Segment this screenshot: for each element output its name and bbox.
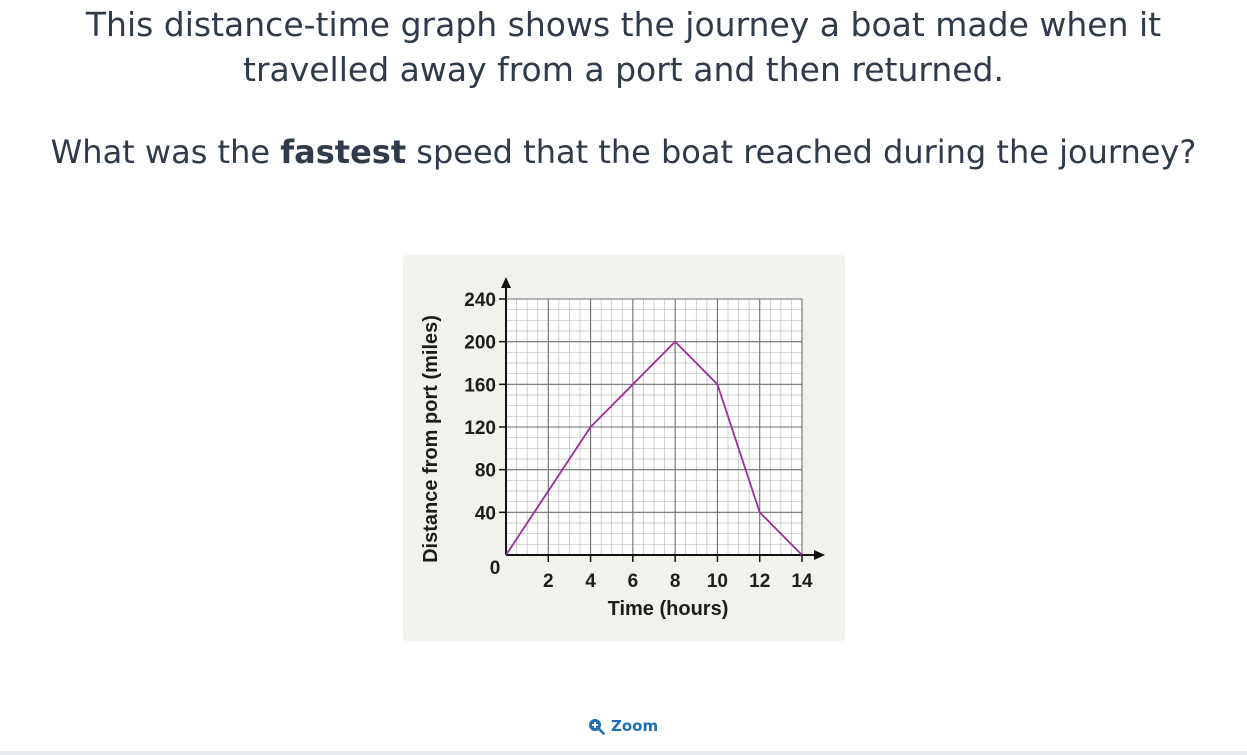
- question-prompt-start: What was the: [50, 133, 281, 171]
- x-tick-label: 14: [791, 571, 813, 592]
- question-prompt-emphasis: fastest: [280, 133, 407, 171]
- question-intro: This distance-time graph shows the journ…: [0, 0, 1247, 92]
- series-line: [505, 340, 803, 556]
- chart-svg: 40 80 120 160 200 240 2 4 6 8 10 12 14 0 Time (hours) D…: [420, 277, 825, 620]
- question-intro-line-2: travelled away from a port and then retu…: [243, 50, 1004, 89]
- x-tick-label: 6: [628, 571, 639, 592]
- question-block: This distance-time graph shows the journ…: [0, 0, 1247, 92]
- x-tick-label: 2: [543, 571, 554, 592]
- x-tick-label: 8: [670, 571, 681, 592]
- y-tick-label: 40: [475, 503, 496, 524]
- y-axis-arrow: [501, 277, 511, 288]
- x-axis-label: Time (hours): [608, 598, 729, 620]
- x-axis-arrow: [814, 550, 825, 560]
- x-tick-label: 10: [707, 571, 728, 592]
- question-prompt-end: speed that the boat reached during the j…: [406, 133, 1197, 171]
- distance-time-graph: 40 80 120 160 200 240 2 4 6 8 10 12 14 0 Time (hours) D…: [403, 255, 845, 641]
- x-tick-label: 12: [749, 571, 770, 592]
- y-tick-label: 120: [464, 418, 496, 439]
- origin-label: 0: [490, 558, 501, 579]
- zoom-label: Zoom: [611, 717, 659, 735]
- x-tick-label: 4: [585, 571, 596, 592]
- y-tick-label: 240: [464, 290, 496, 311]
- bottom-divider: [0, 751, 1247, 755]
- zoom-in-icon: [589, 718, 605, 735]
- y-tick-label: 200: [464, 333, 496, 354]
- zoom-button[interactable]: Zoom: [588, 714, 658, 738]
- question-intro-line-1: This distance-time graph shows the journ…: [85, 5, 1162, 44]
- y-tick-label: 160: [464, 375, 496, 396]
- y-axis-label: Distance from port (miles): [420, 315, 442, 563]
- y-tick-label: 80: [475, 461, 496, 482]
- question-prompt: What was the fastest speed that the boat…: [0, 130, 1247, 175]
